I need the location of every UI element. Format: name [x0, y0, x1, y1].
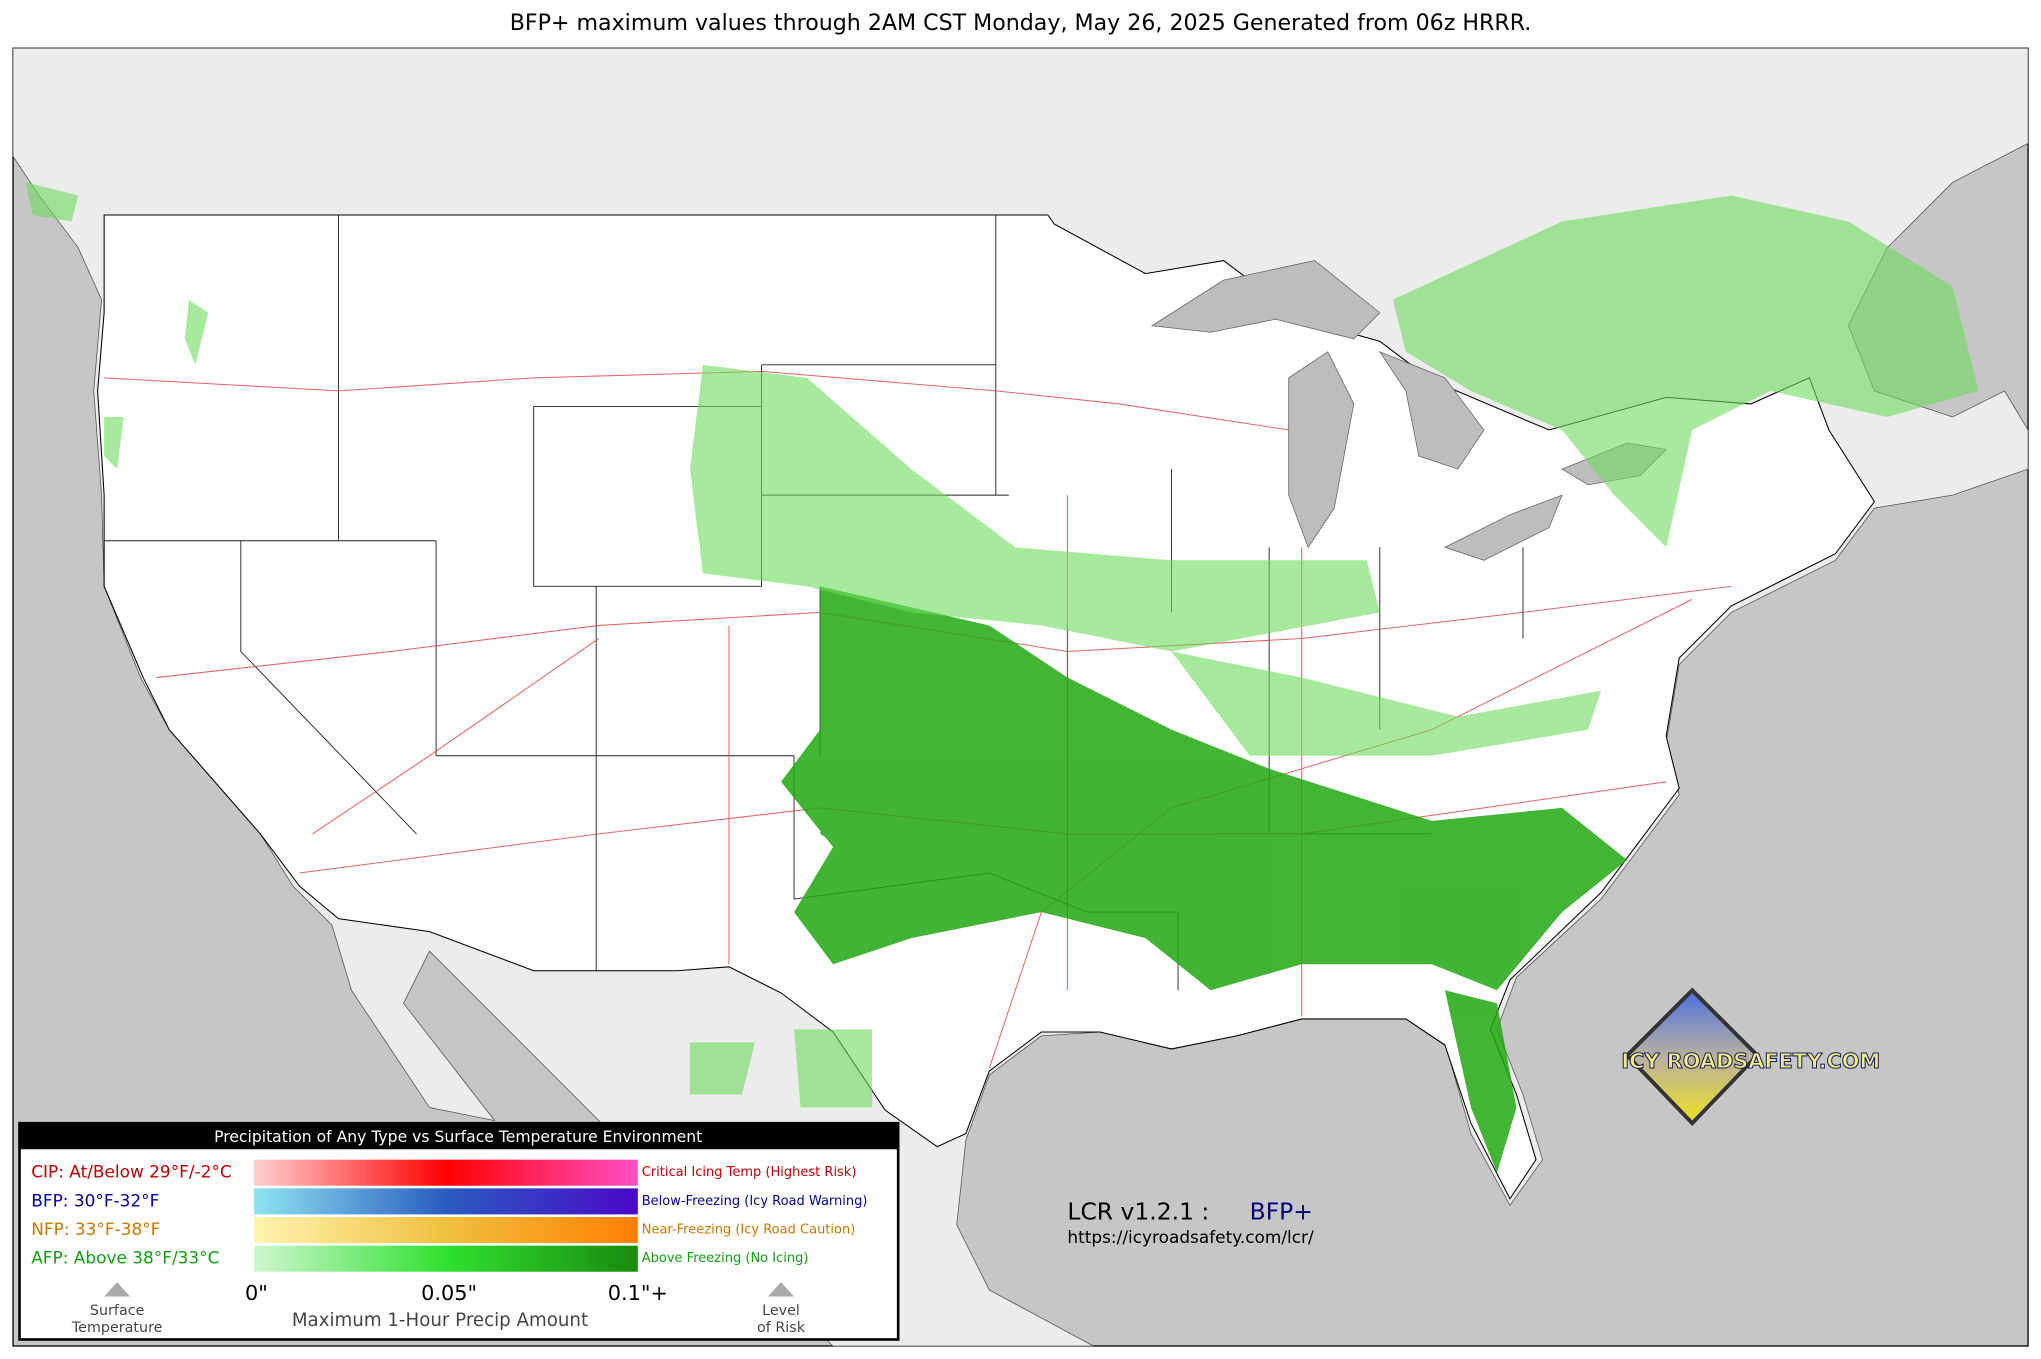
legend-description: Critical Icing Temp (Highest Risk) — [642, 1165, 857, 1180]
legend-label: AFP: Above 38°F/33°C — [31, 1248, 219, 1268]
logo: ICY ROADSAFETY.COM — [1621, 987, 1881, 1127]
title: BFP+ maximum values through 2AM CST Mond… — [510, 10, 1532, 36]
scale-title: Maximum 1-Hour Precip Amount — [292, 1310, 588, 1331]
legend: Precipitation of Any Type vs Surface Tem… — [18, 1121, 900, 1341]
legend-label: CIP: At/Below 29°F/-2°C — [31, 1162, 231, 1182]
scale-label: 0.05" — [421, 1281, 477, 1305]
logo-text: ICY ROADSAFETY.COM — [1621, 1049, 1880, 1073]
product-name: BFP+ — [1250, 1198, 1313, 1226]
product-url: https://icyroadsafety.com/lcr/ — [1067, 1227, 1314, 1247]
legend-label: BFP: 30°F-32°F — [31, 1190, 159, 1210]
legend-description: Below-Freezing (Icy Road Warning) — [642, 1194, 868, 1209]
product-version: LCR v1.2.1 : — [1067, 1198, 1209, 1226]
scale-label: 0.1"+ — [608, 1281, 668, 1305]
legend-title: Precipitation of Any Type vs Surface Tem… — [214, 1128, 702, 1146]
precip-light-green — [26, 182, 1979, 1108]
caption: Level — [762, 1303, 800, 1319]
map — [12, 47, 2029, 1347]
canvas: BFP+ maximum values through 2AM CST Mond… — [12, 10, 2029, 1347]
precip-green — [781, 586, 1628, 1173]
legend-description: Near-Freezing (Icy Road Caution) — [642, 1223, 856, 1238]
caption: Surface — [90, 1303, 145, 1319]
scale-label: 0" — [245, 1281, 268, 1305]
caption: Temperature — [71, 1320, 163, 1336]
legend-label: NFP: 33°F-38°F — [31, 1219, 160, 1239]
legend-description: Above Freezing (No Icing) — [642, 1251, 809, 1266]
caption: of Risk — [757, 1320, 806, 1336]
